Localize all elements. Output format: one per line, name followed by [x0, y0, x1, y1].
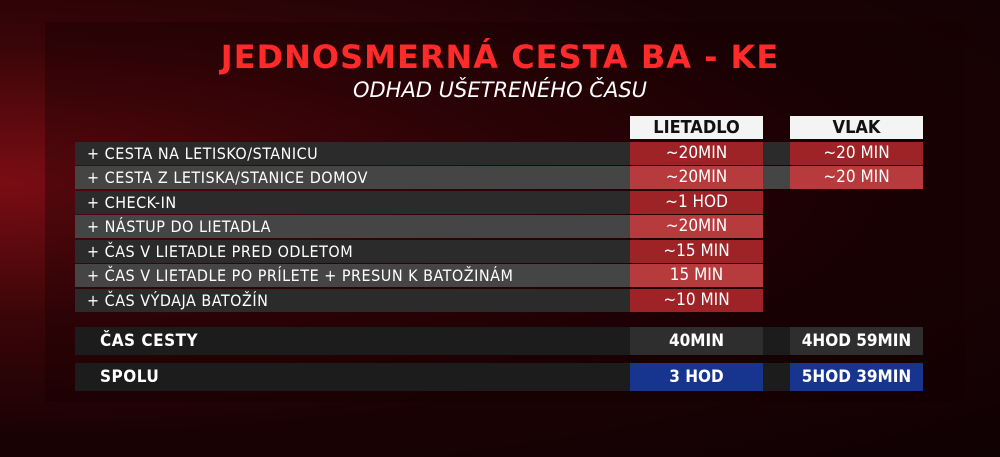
table-row: + NÁSTUP DO LIETADLA ~20MIN [75, 215, 923, 238]
table-row: + CESTA Z LETISKA/STANICE DOMOV ~20MIN ~20… [75, 166, 923, 189]
table-row: + ČAS V LIETADLE PO PRÍLETE + PRESUN K B… [75, 264, 923, 287]
train-value: ~20 MIN [790, 142, 923, 165]
table-row: + CESTA NA LETISKO/STANICU ~20MIN ~20 MIN [75, 142, 923, 165]
train-value: 5HOD 39MIN [790, 363, 923, 391]
column-header-plane: LIETADLO [630, 116, 763, 139]
table-row: + CHECK-IN ~1 HOD [75, 191, 923, 214]
page-title: JEDNOSMERNÁ CESTA BA - KE [220, 38, 780, 76]
row-label: + CESTA Z LETISKA/STANICE DOMOV [75, 166, 630, 189]
row-label: + NÁSTUP DO LIETADLA [75, 215, 630, 238]
plane-value: ~1 HOD [630, 191, 763, 214]
plane-value: ~20MIN [630, 166, 763, 189]
plane-value: 40MIN [630, 327, 763, 355]
table-row: + ČAS V LIETADLE PRED ODLETOM ~15 MIN [75, 240, 923, 263]
row-label: SPOLU [75, 363, 630, 391]
row-label: + ČAS V LIETADLE PO PRÍLETE + PRESUN K B… [75, 264, 630, 287]
total-row: SPOLU 3 HOD 5HOD 39MIN [75, 363, 923, 391]
plane-value: ~15 MIN [630, 240, 763, 263]
travel-time-row: ČAS CESTY 40MIN 4HOD 59MIN [75, 327, 923, 355]
table-row: + ČAS VÝDAJA BATOŽÍN ~10 MIN [75, 289, 923, 312]
plane-value: 15 MIN [630, 264, 763, 287]
row-label: ČAS CESTY [75, 327, 630, 355]
row-label: + ČAS V LIETADLE PRED ODLETOM [75, 240, 630, 263]
plane-value: 3 HOD [630, 363, 763, 391]
row-label: + ČAS VÝDAJA BATOŽÍN [75, 289, 630, 312]
train-value: ~20 MIN [790, 166, 923, 189]
column-header-train: VLAK [790, 116, 923, 139]
plane-value: ~10 MIN [630, 289, 763, 312]
train-value: 4HOD 59MIN [790, 327, 923, 355]
page-subtitle: ODHAD UŠETRENÉHO ČASU [352, 78, 648, 102]
row-label: + CHECK-IN [75, 191, 630, 214]
plane-value: ~20MIN [630, 215, 763, 238]
plane-value: ~20MIN [630, 142, 763, 165]
row-label: + CESTA NA LETISKO/STANICU [75, 142, 630, 165]
